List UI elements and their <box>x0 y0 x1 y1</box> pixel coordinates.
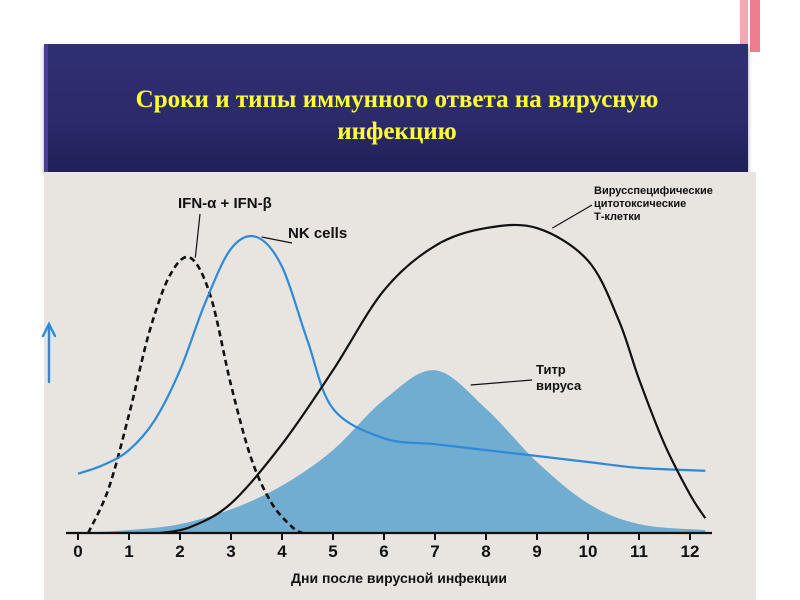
x-tick-label: 10 <box>579 542 598 561</box>
annotation-virus-line2: вируса <box>536 378 582 393</box>
x-tick-label: 7 <box>430 542 439 561</box>
decorative-stripe <box>750 0 760 52</box>
title-banner <box>44 44 748 172</box>
series-virus-titer-area <box>78 370 706 533</box>
x-tick-label: 9 <box>532 542 541 561</box>
slide-title-line2: инфекцию <box>337 118 457 145</box>
up-arrow-icon <box>41 321 57 384</box>
x-tick-label: 3 <box>226 542 235 561</box>
x-tick-label: 2 <box>175 542 184 561</box>
leader-t-cells <box>551 204 593 229</box>
series-ifn-line <box>87 255 304 535</box>
annotation-ifn: IFN-α + IFN-β <box>178 195 272 212</box>
x-tick-label: 0 <box>73 542 82 561</box>
x-tick-label: 5 <box>328 542 337 561</box>
decorative-stripe <box>740 0 748 44</box>
x-tick-label: 4 <box>277 542 287 561</box>
leader-nk-cells <box>261 236 293 244</box>
x-axis-title: Дни после вирусной инфекции <box>291 570 507 586</box>
series-nk-cells-line <box>77 234 706 475</box>
annotation-virus-line1: Титр <box>536 362 566 377</box>
leader-virus-titer <box>470 379 533 386</box>
annotation-nk-cells: NK cells <box>288 225 347 242</box>
annotation-t-cells-line2: цитотоксические <box>594 198 686 210</box>
leader-ifn <box>194 213 201 258</box>
series-t-cells-line <box>159 223 707 535</box>
x-tick-label: 6 <box>379 542 388 561</box>
x-tick-label: 8 <box>481 542 490 561</box>
slide-title: Сроки и типы иммунного ответа на вирусну… <box>44 84 750 148</box>
slide-title-line1: Сроки и типы иммунного ответа на вирусну… <box>135 86 659 113</box>
x-tick-label: 1 <box>124 542 133 561</box>
x-tick-label: 12 <box>681 542 700 561</box>
annotation-t-cells-line1: Вирусспецифические <box>594 185 713 197</box>
annotation-t-cells-line3: Т-клетки <box>594 211 641 223</box>
x-tick-label: 11 <box>630 542 648 561</box>
